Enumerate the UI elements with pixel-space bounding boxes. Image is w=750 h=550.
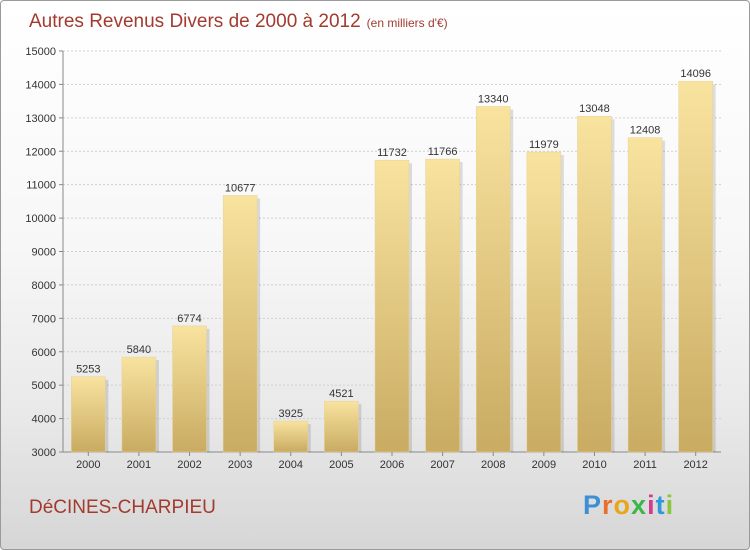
bar <box>172 325 207 453</box>
title-text: Autres Revenus Divers de 2000 à 2012 <box>29 11 361 32</box>
data-label: 5840 <box>127 344 151 356</box>
data-label: 3925 <box>279 408 303 420</box>
bar <box>475 106 511 453</box>
commune-name: DéCINES-CHARPIEU <box>29 497 216 518</box>
x-tick-label: 2003 <box>228 459 252 471</box>
data-label: 11979 <box>529 139 559 151</box>
data-label: 6774 <box>177 313 201 325</box>
data-label: 11732 <box>377 147 407 159</box>
bar <box>324 400 359 453</box>
bar <box>121 356 157 453</box>
logo-letter: P <box>583 490 603 520</box>
y-tick-label: 4000 <box>32 414 56 426</box>
y-tick-label: 6000 <box>32 347 56 359</box>
bar <box>222 195 258 453</box>
bar <box>425 158 460 453</box>
data-label: 11766 <box>428 146 458 158</box>
bar <box>71 376 106 453</box>
y-tick-label: 10000 <box>25 213 56 225</box>
x-tick-label: 2004 <box>279 459 303 471</box>
x-tick-label: 2005 <box>329 459 353 471</box>
x-tick-label: 2011 <box>633 459 657 471</box>
data-label: 13048 <box>579 103 610 115</box>
y-tick-label: 11000 <box>26 180 56 192</box>
bar <box>526 151 562 453</box>
logo-letter: i <box>647 490 656 520</box>
y-tick-label: 3000 <box>32 447 56 459</box>
data-label: 4521 <box>329 388 353 400</box>
data-label: 10677 <box>225 182 256 194</box>
bar <box>627 137 663 453</box>
bar <box>273 420 309 453</box>
x-tick-label: 2002 <box>177 459 201 471</box>
bar <box>577 115 612 453</box>
data-label: 5253 <box>76 364 100 376</box>
y-tick-label: 9000 <box>32 247 56 259</box>
y-tick-label: 13000 <box>25 113 56 125</box>
bar <box>374 159 410 453</box>
y-tick-label: 14000 <box>25 79 56 91</box>
logo-letter: i <box>665 490 675 520</box>
x-tick-label: 2010 <box>582 459 606 471</box>
x-tick-label: 2009 <box>532 459 556 471</box>
logo-letter: x <box>631 490 648 520</box>
bar <box>678 80 713 453</box>
x-tick-label: 2006 <box>380 459 404 471</box>
y-tick-label: 12000 <box>25 146 56 158</box>
x-tick-label: 2000 <box>76 459 100 471</box>
logo-letter: t <box>655 490 666 520</box>
x-tick-label: 2012 <box>683 459 707 471</box>
logo-letter: o <box>613 490 632 520</box>
y-tick-label: 7000 <box>32 313 56 325</box>
data-label: 13340 <box>478 93 509 105</box>
data-label: 12408 <box>630 125 661 137</box>
x-tick-label: 2008 <box>481 459 505 471</box>
logo-letter: r <box>602 490 614 520</box>
y-tick-label: 8000 <box>32 280 56 292</box>
x-tick-label: 2007 <box>430 459 454 471</box>
chart-title: Autres Revenus Divers de 2000 à 2012 (en … <box>29 11 448 33</box>
x-tick-label: 2001 <box>127 459 151 471</box>
y-tick-label: 15000 <box>25 46 56 58</box>
y-tick-label: 5000 <box>32 380 56 392</box>
title-unit: (en milliers d'€) <box>366 16 448 30</box>
proxiti-logo: Proxiti <box>583 490 674 521</box>
data-label: 14096 <box>680 68 711 80</box>
